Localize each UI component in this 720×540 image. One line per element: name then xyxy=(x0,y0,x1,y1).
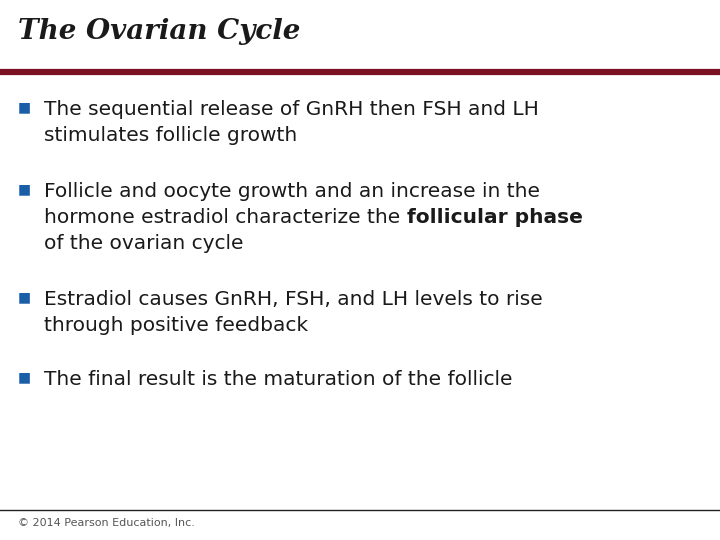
Text: Estradiol causes GnRH, FSH, and LH levels to rise: Estradiol causes GnRH, FSH, and LH level… xyxy=(44,290,543,309)
Text: ■: ■ xyxy=(18,182,31,196)
Text: The final result is the maturation of the follicle: The final result is the maturation of th… xyxy=(44,370,513,389)
Text: ■: ■ xyxy=(18,370,31,384)
Text: through positive feedback: through positive feedback xyxy=(44,316,308,335)
Text: The sequential release of GnRH then FSH and LH: The sequential release of GnRH then FSH … xyxy=(44,100,539,119)
Text: The Ovarian Cycle: The Ovarian Cycle xyxy=(18,18,300,45)
Text: © 2014 Pearson Education, Inc.: © 2014 Pearson Education, Inc. xyxy=(18,518,195,528)
Text: ■: ■ xyxy=(18,100,31,114)
Text: of the ovarian cycle: of the ovarian cycle xyxy=(44,234,243,253)
Text: stimulates follicle growth: stimulates follicle growth xyxy=(44,126,297,145)
Text: follicular phase: follicular phase xyxy=(407,208,582,227)
Text: hormone estradiol characterize the: hormone estradiol characterize the xyxy=(44,208,407,227)
Text: Follicle and oocyte growth and an increase in the: Follicle and oocyte growth and an increa… xyxy=(44,182,540,201)
Text: ■: ■ xyxy=(18,290,31,304)
